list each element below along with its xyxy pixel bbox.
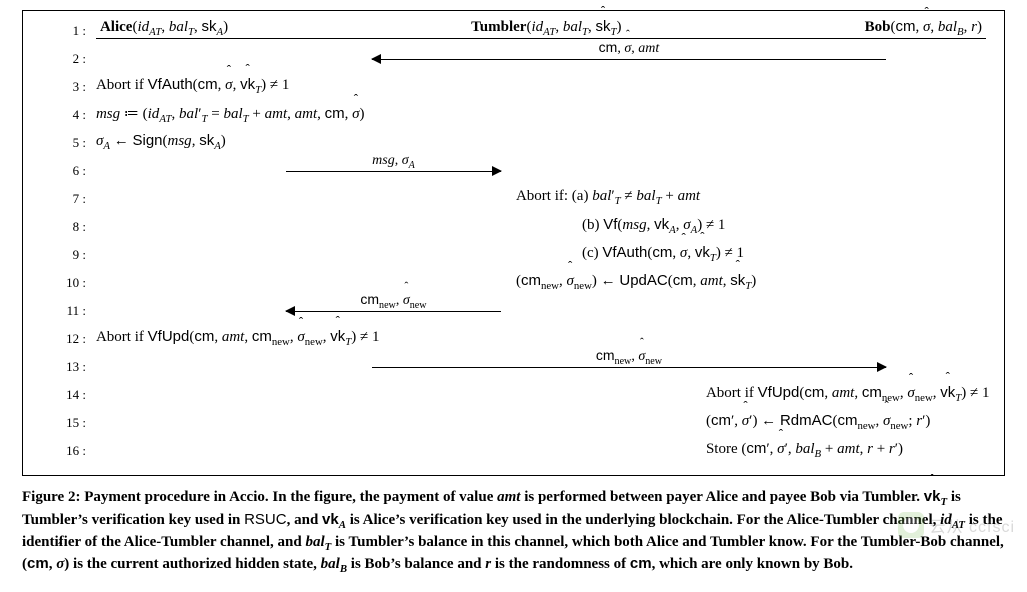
caption-rsuctag: RSUC bbox=[244, 511, 287, 528]
line-number: 11 : bbox=[41, 297, 96, 325]
line-number: 3 : bbox=[41, 73, 96, 101]
step-text: msg ≔ (idAT, bal′T = balT + amt, amt, cm… bbox=[96, 104, 365, 123]
step-text: (c) VfAuth(cm, ˆσ, ˆvkT) ≠ 1 bbox=[582, 244, 744, 262]
step-text: (cmnew, ˆσnew) ← UpdAC(cm, amt, ˆskT) bbox=[516, 272, 756, 290]
line-number: 1 : bbox=[41, 17, 96, 45]
message-arrow: cmnew, ˆσnew bbox=[96, 353, 986, 381]
protocol-step: Store (cm′, ˆσ′, balB + amt, r + r′) bbox=[96, 437, 986, 465]
line-number: 15 : bbox=[41, 409, 96, 437]
protocol-row: 3 :Abort if VfAuth(cm, ˆσ, ˆvkT) ≠ 1 bbox=[41, 73, 986, 101]
protocol-row: 14 :Abort if VfUpd(cm, amt, cmnew, ˆσnew… bbox=[41, 381, 986, 409]
protocol-row: 15 : (cm′, ˆσ′) ← RdmAC(cmnew, ˆσnew; r′) bbox=[41, 409, 986, 437]
protocol-row: 16 : Store (cm′, ˆσ′, balB + amt, r + r′) bbox=[41, 437, 986, 465]
protocol-step: (cmnew, ˆσnew) ← UpdAC(cm, amt, ˆskT) bbox=[96, 269, 986, 297]
protocol-row: 11 :cmnew, ˆσnew bbox=[41, 297, 986, 325]
page: 1 :Alice(idAT, balT, skA)Tumbler(idAT, b… bbox=[0, 0, 1027, 592]
line-number: 14 : bbox=[41, 381, 96, 409]
protocol-table: 1 :Alice(idAT, balT, skA)Tumbler(idAT, b… bbox=[41, 17, 986, 465]
step-text: (cm′, ˆσ′) ← RdmAC(cmnew, ˆσnew; r′) bbox=[706, 412, 930, 430]
figure-caption: Figure 2: Payment procedure in Accio. In… bbox=[22, 486, 1005, 576]
line-number: 7 : bbox=[41, 185, 96, 213]
message-arrow: cmnew, ˆσnew bbox=[96, 297, 986, 325]
protocol-row: 10 : (cmnew, ˆσnew) ← UpdAC(cm, amt, ˆskT… bbox=[41, 269, 986, 297]
arrow-label: cmnew, ˆσnew bbox=[286, 291, 501, 309]
arrow-label: cm, ˆσ, amt bbox=[372, 39, 886, 57]
protocol-step: (b) Vf(msg, vkA, σA) ≠ 1 bbox=[96, 213, 986, 241]
protocol-row: 8 :(b) Vf(msg, vkA, σA) ≠ 1 bbox=[41, 213, 986, 241]
line-number: 8 : bbox=[41, 213, 96, 241]
line-number: 12 : bbox=[41, 325, 96, 353]
protocol-step: (c) VfAuth(cm, ˆσ, ˆvkT) ≠ 1 bbox=[96, 241, 986, 269]
protocol-step: Abort if VfAuth(cm, ˆσ, ˆvkT) ≠ 1 bbox=[96, 73, 986, 101]
arrow-label: msg, σA bbox=[286, 153, 501, 169]
message-arrow: msg, σA bbox=[96, 157, 986, 185]
protocol-step: msg ≔ (idAT, bal′T = balT + amt, amt, cm… bbox=[96, 101, 986, 129]
step-text: Abort if VfAuth(cm, ˆσ, ˆvkT) ≠ 1 bbox=[96, 76, 289, 94]
line-number: 16 : bbox=[41, 437, 96, 465]
protocol-row: 2 :cm, ˆσ, amt bbox=[41, 45, 986, 73]
protocol-step: Abort if: (a) bal′T ≠ balT + amt bbox=[96, 185, 986, 213]
protocol-step: Abort if VfUpd(cm, amt, cmnew, ˆσnew, ˆv… bbox=[96, 381, 986, 409]
step-text: Abort if: (a) bal′T ≠ balT + amt bbox=[516, 188, 700, 205]
protocol-step: (cm′, ˆσ′) ← RdmAC(cmnew, ˆσnew; r′) bbox=[96, 409, 986, 437]
protocol-row: 7 : Abort if: (a) bal′T ≠ balT + amt bbox=[41, 185, 986, 213]
line-number: 9 : bbox=[41, 241, 96, 269]
step-text: Abort if VfUpd(cm, amt, cmnew, ˆσnew, ˆv… bbox=[96, 328, 380, 346]
protocol-figure-box: 1 :Alice(idAT, balT, skA)Tumbler(idAT, b… bbox=[22, 10, 1005, 476]
line-number: 6 : bbox=[41, 157, 96, 185]
protocol-row: 13 :cmnew, ˆσnew bbox=[41, 353, 986, 381]
protocol-row: 6 :msg, σA bbox=[41, 157, 986, 185]
protocol-step: σA ← Sign(msg, skA) bbox=[96, 129, 986, 157]
protocol-row: 5 :σA ← Sign(msg, skA) bbox=[41, 129, 986, 157]
line-number: 13 : bbox=[41, 353, 96, 381]
arrow-label: cmnew, ˆσnew bbox=[372, 347, 886, 365]
step-text: Abort if VfUpd(cm, amt, cmnew, ˆσnew, ˆv… bbox=[706, 384, 990, 402]
protocol-row: 9 : (c) VfAuth(cm, ˆσ, ˆvkT) ≠ 1 bbox=[41, 241, 986, 269]
line-number: 5 : bbox=[41, 129, 96, 157]
step-text: Store (cm′, ˆσ′, balB + amt, r + r′) bbox=[706, 440, 903, 458]
protocol-row: 4 :msg ≔ (idAT, bal′T = balT + amt, amt,… bbox=[41, 101, 986, 129]
line-number: 4 : bbox=[41, 101, 96, 129]
line-number: 2 : bbox=[41, 45, 96, 73]
step-text: σA ← Sign(msg, skA) bbox=[96, 132, 226, 150]
line-number: 10 : bbox=[41, 269, 96, 297]
